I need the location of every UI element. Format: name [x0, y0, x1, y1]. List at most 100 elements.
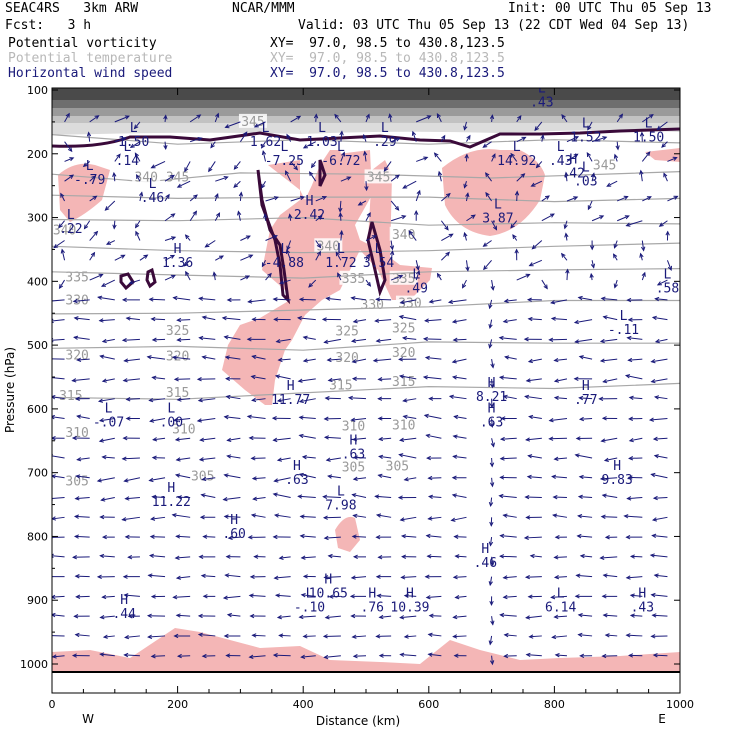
wind-vector: [274, 576, 291, 579]
wind-vector-head: [665, 230, 670, 236]
wind-vector-head: [573, 136, 580, 141]
wind-vector-head: [498, 335, 504, 341]
wind-vector-head: [251, 633, 257, 638]
wind-vector: [254, 121, 266, 128]
wind-vector: [102, 378, 115, 382]
wind-vector-head: [52, 654, 57, 659]
extremum-high-marker: H: [368, 586, 376, 601]
wind-vector: [449, 299, 467, 303]
wind-vector: [176, 614, 191, 617]
wind-vector-head: [488, 581, 493, 587]
wind-vector: [586, 152, 593, 162]
wind-vector: [197, 417, 216, 422]
wind-vector: [614, 240, 618, 248]
theta-label-bg: [339, 270, 368, 285]
wind-vector: [303, 358, 316, 362]
wind-vector: [404, 595, 417, 597]
wind-vector-head: [327, 474, 333, 479]
wind-vector-head: [623, 514, 629, 519]
wind-vector-head: [302, 358, 308, 363]
wind-vector-head: [463, 125, 468, 131]
wind-vector: [389, 114, 392, 122]
wind-vector: [301, 655, 316, 658]
wind-vector: [125, 497, 140, 500]
wind-vector: [240, 254, 253, 261]
wind-vector: [252, 355, 266, 360]
wind-vector: [566, 136, 579, 143]
wind-vector: [376, 635, 392, 637]
wind-vector: [177, 338, 191, 341]
theta-contour-label: 320: [166, 350, 189, 365]
wind-vector: [351, 576, 367, 579]
extremum-value: 11.22: [152, 495, 191, 510]
wind-vector: [423, 376, 442, 380]
wind-vector-head: [76, 457, 82, 462]
wind-vector-head: [171, 236, 177, 241]
wind-vector: [491, 655, 493, 665]
theta-contour-label: 310: [65, 426, 88, 441]
wind-vector-head: [489, 422, 495, 428]
wind-vector: [315, 114, 317, 122]
wind-vector: [390, 215, 406, 222]
wind-vector-head: [226, 297, 232, 303]
wind-vector-head: [193, 194, 198, 199]
wind-vector-head: [470, 214, 476, 219]
extremum-low-marker: L: [381, 121, 389, 136]
extremum-value: .63: [285, 473, 308, 488]
wind-vector: [265, 273, 272, 281]
wind-vector: [173, 595, 191, 598]
wind-vector: [554, 556, 567, 559]
wind-vector: [614, 154, 618, 162]
wind-vector: [113, 172, 116, 182]
wind-vector: [549, 338, 567, 341]
wind-vector-head: [198, 296, 204, 301]
wind-vector-head: [212, 271, 217, 277]
wind-vector-head: [573, 196, 579, 201]
wind-vector: [152, 496, 166, 499]
wind-vector-head: [197, 137, 203, 142]
wind-vector-head: [171, 513, 177, 518]
wind-vector-head: [302, 634, 308, 639]
wind-vector-head: [52, 594, 56, 600]
wind-vector: [103, 635, 115, 638]
wind-vector: [189, 194, 198, 202]
wind-vector-head: [493, 225, 498, 231]
wind-vector: [528, 455, 542, 459]
extremum-low-marker: L: [149, 177, 157, 192]
extremum-value: .43: [631, 600, 654, 615]
wind-vector-head: [650, 378, 656, 384]
wind-vector: [215, 176, 228, 182]
wind-vector-head: [602, 136, 608, 141]
wind-vector: [491, 378, 493, 388]
wind-vector: [655, 298, 668, 301]
wind-vector-head: [302, 335, 308, 340]
wind-vector: [273, 437, 291, 441]
wind-vector-head: [301, 454, 307, 460]
extremum-low-marker: L: [337, 242, 345, 257]
wind-vector: [326, 457, 341, 461]
wind-vector: [504, 299, 517, 302]
wind-vector: [273, 493, 291, 499]
wind-vector-head: [261, 149, 267, 156]
wind-vector: [526, 615, 542, 619]
wind-vector: [352, 535, 367, 538]
wind-vector: [164, 213, 175, 222]
wind-vector-head: [599, 338, 605, 344]
wind-vector: [500, 555, 517, 558]
wind-vector: [327, 358, 341, 361]
wind-vector-head: [152, 437, 158, 442]
wind-vector-head: [224, 124, 230, 129]
wind-vector: [657, 279, 668, 286]
extremum-low-marker: L: [513, 140, 521, 155]
wind-vector-head: [210, 143, 215, 149]
wind-vector: [190, 137, 202, 143]
wind-vector-head: [297, 494, 303, 499]
wind-vector: [135, 231, 141, 241]
wind-vector-head: [172, 295, 178, 301]
wind-vector: [52, 299, 65, 302]
wind-vector-head: [150, 594, 156, 599]
wind-vector-head: [298, 614, 304, 620]
wind-vector: [489, 299, 493, 309]
wind-vector: [650, 554, 668, 558]
wind-vector-head: [99, 354, 105, 359]
